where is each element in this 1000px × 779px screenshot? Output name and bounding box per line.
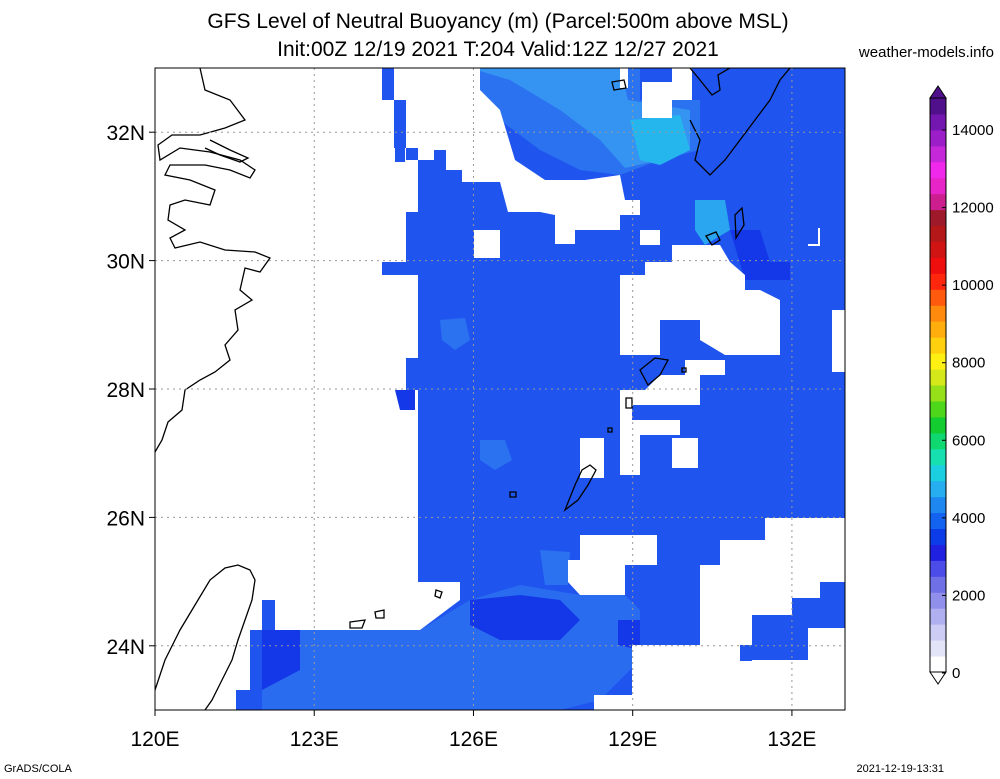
colorbar-swatch xyxy=(930,400,946,418)
field-cyan-north xyxy=(630,115,690,165)
coast-small-2 xyxy=(607,427,613,433)
colorbar-swatch xyxy=(930,416,946,434)
colorbar-swatch xyxy=(930,145,946,163)
colorbar-swatch xyxy=(930,576,946,593)
coast-okinawa xyxy=(563,464,597,512)
title-line1: GFS Level of Neutral Buoyancy (m) (Parce… xyxy=(207,10,789,33)
tick-label-lon: 129E xyxy=(608,728,657,751)
tick-label-lon: 126E xyxy=(449,728,498,751)
colorbar-swatch xyxy=(930,512,946,529)
axis-tick-labels: 120E 123E 126E 129E 132E 32N 30N 28N 26N 24N xyxy=(106,122,816,751)
colorbar-top-arrow xyxy=(929,85,947,99)
colorbar-swatch xyxy=(930,273,946,290)
field-dark-west xyxy=(262,630,300,690)
coast-small-7 xyxy=(681,367,687,373)
render-timestamp: 2021-12-19-13:31 xyxy=(856,763,944,775)
colorbar-swatch xyxy=(930,496,946,514)
coast-small-1 xyxy=(625,397,633,409)
tick-label-lon: 132E xyxy=(767,728,816,751)
colorbar-swatch xyxy=(930,640,946,657)
tick-label-lat: 32N xyxy=(106,122,145,145)
colorbar-swatch xyxy=(930,321,946,338)
colorbar-swatch xyxy=(930,225,946,242)
colorbar-swatch xyxy=(930,193,946,211)
tick-label-lat: 28N xyxy=(106,379,145,402)
coast-china xyxy=(155,68,272,453)
colorbar-label: 14000 xyxy=(952,122,994,139)
colorbar-label: 0 xyxy=(952,665,960,682)
colorbar-label: 6000 xyxy=(952,432,985,449)
colorbar-swatch xyxy=(930,337,946,354)
tick-label-lat: 24N xyxy=(106,636,145,659)
colorbar-swatch xyxy=(930,480,946,498)
field-gaps xyxy=(155,68,845,710)
colorbar-swatch xyxy=(930,177,946,195)
field-patch-4 xyxy=(395,390,415,410)
coast-amami xyxy=(639,357,670,387)
coast-korea-jeju xyxy=(611,79,627,91)
colorbar-swatch xyxy=(930,289,946,306)
field-patch-3 xyxy=(540,550,570,585)
coastlines xyxy=(155,68,791,710)
colorbar-label: 4000 xyxy=(952,510,985,527)
colorbar-label: 8000 xyxy=(952,355,985,372)
colorbar: 0 2000 4000 6000 8000 10000 12000 14000 xyxy=(929,85,994,685)
site-label: weather-models.info xyxy=(858,44,994,61)
field-patch-2 xyxy=(440,318,470,350)
tick-label-lat: 26N xyxy=(106,507,145,530)
tick-label-lat: 30N xyxy=(106,251,145,274)
colorbar-swatch xyxy=(930,161,946,179)
tick-label-lon: 123E xyxy=(290,728,339,751)
colorbar-swatch xyxy=(930,129,946,147)
colorbar-swatch xyxy=(930,544,946,561)
colorbar-swatch xyxy=(930,608,946,625)
coast-korea xyxy=(689,68,731,96)
field-dark-south xyxy=(470,595,580,640)
coast-tanegashima xyxy=(734,206,745,241)
colorbar-swatch xyxy=(930,305,946,322)
colorbar-swatch xyxy=(930,209,946,227)
colorbar-swatch xyxy=(930,113,946,131)
coast-small-5 xyxy=(349,619,366,629)
colorbar-label: 10000 xyxy=(952,277,994,294)
colorbar-label: 2000 xyxy=(952,587,985,604)
coast-yakushima xyxy=(705,231,721,246)
tick-label-lon: 120E xyxy=(130,728,179,751)
colorbar-swatch xyxy=(930,98,946,115)
colorbar-swatch xyxy=(930,257,946,274)
field-light-north xyxy=(470,68,690,168)
coast-small-6 xyxy=(374,609,385,619)
coast-small-4 xyxy=(434,589,443,599)
grid-lines xyxy=(155,68,845,710)
colorbar-bottom-arrow xyxy=(929,671,947,685)
colorbar-frame xyxy=(929,97,947,673)
colorbar-swatch xyxy=(930,464,946,482)
colorbar-swatch xyxy=(930,353,946,370)
colorbar-swatch xyxy=(930,592,946,609)
axis-ticks xyxy=(149,131,793,716)
colorbar-swatch xyxy=(930,385,946,402)
colorbar-swatch xyxy=(930,624,946,641)
coast-small-3 xyxy=(509,491,517,498)
colorbar-swatch xyxy=(930,369,946,386)
field-cyan-kyushu xyxy=(695,200,730,245)
field-patch-5 xyxy=(618,620,640,650)
colorbar-swatch xyxy=(930,448,946,466)
coast-taiwan xyxy=(155,564,256,710)
coast-china-inlet xyxy=(204,139,250,163)
colorbar-label: 12000 xyxy=(952,200,994,217)
coast-kyushu xyxy=(689,68,791,176)
colorbar-swatch xyxy=(930,528,946,545)
software-label: GrADS/COLA xyxy=(4,763,72,775)
colorbar-swatch xyxy=(930,560,946,577)
colorbar-swatch xyxy=(930,656,946,673)
colorbar-swatch xyxy=(930,432,946,450)
field-dark-east xyxy=(730,230,790,280)
title-line2: Init:00Z 12/19 2021 T:204 Valid:12Z 12/2… xyxy=(277,38,719,61)
colorbar-swatch xyxy=(930,241,946,258)
field-patch-1 xyxy=(480,440,512,470)
